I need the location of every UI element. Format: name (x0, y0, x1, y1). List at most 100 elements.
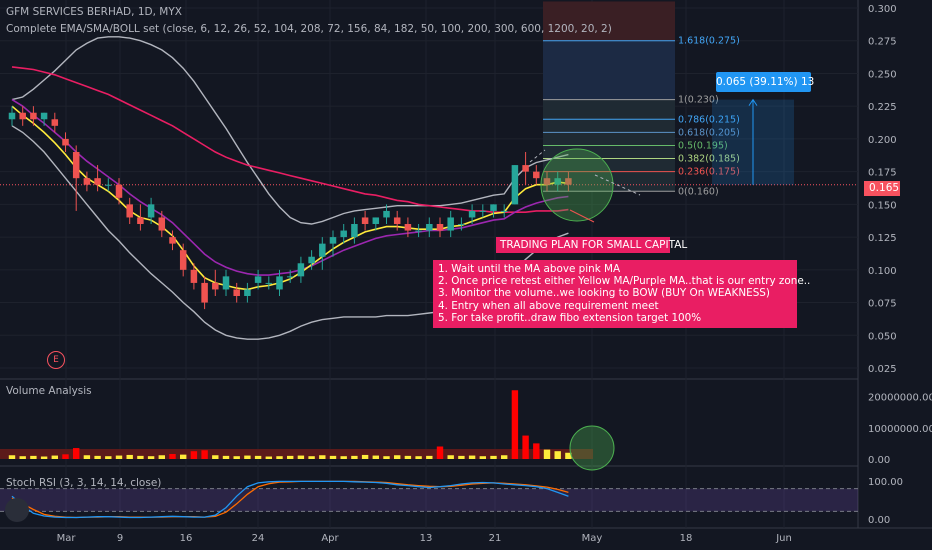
candle (554, 171, 561, 192)
candle (115, 178, 123, 205)
candle-body (500, 210, 508, 212)
volume-bar (458, 455, 465, 459)
candle-body (565, 178, 572, 185)
volume-bar (126, 454, 133, 459)
volume-bar (73, 448, 80, 459)
candle-body (329, 237, 337, 244)
candle-body (190, 269, 198, 283)
candle-body (479, 210, 487, 212)
candle (468, 204, 476, 224)
plan-step-5: 5. For take profit..draw fibo extension … (438, 311, 702, 324)
volume-bar (522, 435, 529, 459)
y-tick-label: 0.025 (868, 364, 897, 375)
volume-bar (468, 455, 476, 459)
candle-body (62, 138, 69, 146)
volume-bar (533, 443, 540, 459)
volume-highlight (569, 425, 615, 471)
candle (105, 178, 112, 192)
candle-body (147, 204, 155, 218)
volume-bar (394, 455, 401, 459)
candle-body (265, 282, 273, 284)
candle (415, 224, 422, 238)
candle-body (383, 210, 390, 218)
fibo-level-label: 1.618(0.275) (678, 36, 740, 47)
candle-body (233, 289, 240, 296)
candle-body (72, 152, 80, 179)
candle-body (458, 224, 465, 225)
volume-bar (169, 454, 176, 459)
candle (201, 276, 208, 310)
volume-bar (404, 455, 412, 459)
indicator-legend[interactable]: Complete EMA/SMA/BOLL set (close, 6, 12,… (6, 23, 612, 35)
candle (147, 197, 155, 224)
candle-body (447, 217, 454, 231)
candle (393, 210, 401, 231)
candle-body (372, 217, 380, 224)
candle-body (361, 217, 369, 224)
candle (179, 243, 187, 277)
earnings-marker[interactable]: E (47, 351, 65, 369)
candle (383, 204, 390, 224)
volume-bar (447, 455, 454, 459)
bollinger-upper-band (11, 36, 569, 225)
candle-body (426, 224, 433, 231)
candle (426, 217, 433, 238)
measure-label[interactable]: 0.065 (39.11%) 13 (716, 72, 814, 92)
volume-bar (137, 455, 144, 459)
volume-bar (83, 455, 91, 459)
stoch-rsi-panel-title[interactable]: Stoch RSI (3, 3, 14, 14, close) (6, 477, 162, 489)
y-tick-label: 0.250 (868, 69, 897, 80)
volume-bar (329, 455, 337, 459)
volume-average-band (0, 449, 593, 459)
candle-body (179, 250, 187, 270)
x-tick-label: 16 (180, 533, 193, 544)
symbol-title: GFM SERVICES BERHAD, 1D, MYX (6, 6, 182, 18)
volume-bar (244, 455, 251, 459)
fibo-level-label: 0.786(0.215) (678, 114, 740, 125)
candle-body (543, 178, 551, 185)
volume-bar (436, 446, 444, 459)
volume-bar (62, 454, 69, 459)
volume-bar (147, 456, 155, 459)
candle (329, 230, 337, 257)
candle-body (404, 224, 412, 231)
candle-body (212, 282, 219, 290)
candle (244, 282, 251, 303)
volume-tick-label: 0.00 (868, 455, 890, 466)
candle (404, 217, 412, 238)
fibo-extension-zone (543, 40, 675, 100)
volume-bar (105, 456, 112, 459)
candle (62, 132, 69, 152)
y-tick-label: 0.050 (868, 331, 897, 342)
candle-body (51, 119, 59, 126)
candle-body (308, 256, 315, 264)
volume-bar (30, 455, 37, 459)
candle (8, 106, 16, 126)
volume-bar (308, 456, 315, 459)
y-tick-label: 0.300 (868, 4, 897, 15)
logo-icon[interactable] (5, 498, 29, 522)
candle (436, 217, 444, 238)
volume-bar (222, 455, 230, 459)
volume-bar (190, 451, 198, 459)
candle-body (340, 230, 347, 238)
volume-bar (40, 456, 48, 459)
volume-bar (543, 449, 551, 459)
volume-bar (201, 450, 208, 459)
volume-panel-title[interactable]: Volume Analysis (6, 385, 92, 397)
purple-moving-average (11, 98, 569, 276)
volume-bar (94, 455, 101, 459)
candle (522, 152, 529, 185)
candle (51, 112, 59, 133)
candle-body (19, 112, 26, 120)
volume-bar (297, 455, 305, 459)
fibo-level-label: 1(0.230) (678, 95, 719, 106)
candle (19, 106, 26, 126)
volume-tick-label: 20000000.00 (868, 393, 932, 404)
candle-body (115, 184, 123, 198)
candle (319, 237, 326, 270)
fibo-extension-zone (543, 1, 675, 41)
volume-tick-label: 10000000.00 (868, 424, 932, 435)
candle-body (511, 165, 519, 205)
measure-arrow-head (748, 98, 758, 106)
